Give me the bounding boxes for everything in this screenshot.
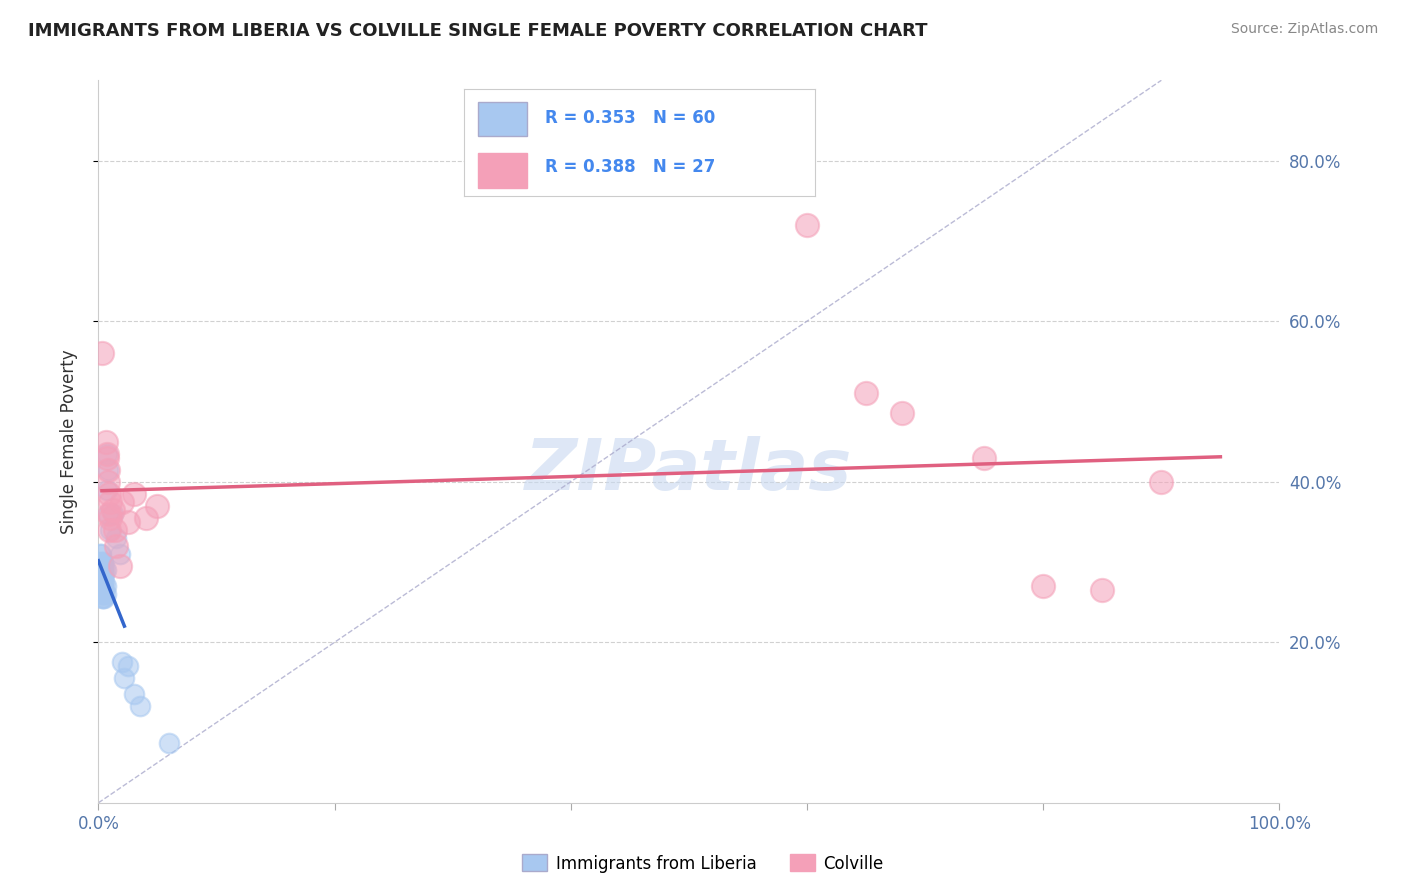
Point (91, 346, 114, 360)
Point (90, 574, 112, 589)
Point (97, 507, 120, 521)
Point (122, 687, 145, 701)
Point (94, 563, 117, 577)
Point (94, 434, 117, 449)
Point (89, 567, 111, 582)
Point (111, 494, 134, 508)
Y-axis label: Single Female Poverty: Single Female Poverty (59, 350, 77, 533)
Point (91, 587, 114, 601)
Point (91, 558, 114, 574)
Point (101, 507, 124, 521)
Point (97, 462, 120, 476)
Point (89, 579, 111, 593)
FancyBboxPatch shape (478, 153, 527, 187)
Point (91, 591, 114, 605)
Point (111, 655, 134, 669)
Point (1032, 579, 1054, 593)
Point (796, 218, 818, 232)
Point (98, 494, 121, 508)
Point (89, 547, 111, 561)
Point (105, 531, 128, 545)
Point (93, 567, 115, 582)
Point (87, 558, 110, 574)
Point (101, 502, 124, 516)
Point (90, 567, 112, 582)
Point (87, 583, 110, 598)
Point (128, 699, 150, 714)
Point (87, 574, 110, 589)
Point (91, 574, 114, 589)
Point (97, 475, 120, 489)
Point (91, 555, 114, 569)
Point (96, 446, 118, 460)
Point (89, 558, 111, 574)
Point (91, 571, 114, 585)
Point (98, 523, 121, 537)
Point (90, 547, 112, 561)
Point (104, 523, 127, 537)
Point (122, 486, 145, 500)
Point (96, 446, 118, 460)
Text: ZIPatlas: ZIPatlas (526, 436, 852, 505)
Point (117, 659, 139, 673)
Point (89, 571, 111, 585)
FancyBboxPatch shape (478, 102, 527, 136)
Point (91, 555, 114, 569)
Point (855, 386, 877, 401)
Point (91, 583, 114, 598)
Point (135, 510, 157, 524)
Point (91, 587, 114, 601)
Point (90, 558, 112, 574)
Point (117, 515, 139, 529)
Text: R = 0.353   N = 60: R = 0.353 N = 60 (546, 109, 716, 127)
Point (108, 558, 131, 574)
Point (93, 558, 115, 574)
Point (87, 567, 110, 582)
Point (105, 539, 128, 553)
Point (97, 462, 120, 476)
Point (90, 579, 112, 593)
Point (157, 735, 180, 749)
Point (94, 587, 117, 601)
Point (98, 523, 121, 537)
Point (93, 574, 115, 589)
Point (90, 583, 112, 598)
Point (973, 450, 995, 465)
Point (96, 450, 118, 465)
Text: IMMIGRANTS FROM LIBERIA VS COLVILLE SINGLE FEMALE POVERTY CORRELATION CHART: IMMIGRANTS FROM LIBERIA VS COLVILLE SING… (28, 22, 928, 40)
Point (98, 507, 121, 521)
Point (890, 406, 912, 420)
Point (1091, 583, 1114, 598)
Point (108, 547, 131, 561)
Point (91, 579, 114, 593)
Point (1150, 475, 1173, 489)
Point (98, 486, 121, 500)
Point (91, 563, 114, 577)
Point (87, 555, 110, 569)
Point (146, 499, 169, 513)
Point (93, 591, 115, 605)
Point (89, 563, 111, 577)
Point (89, 583, 111, 598)
Point (87, 571, 110, 585)
Point (91, 571, 114, 585)
Text: Source: ZipAtlas.com: Source: ZipAtlas.com (1230, 22, 1378, 37)
Point (91, 591, 114, 605)
Point (91, 563, 114, 577)
Point (89, 574, 111, 589)
Point (90, 563, 112, 577)
Point (98, 510, 121, 524)
Point (87, 563, 110, 577)
Legend: Immigrants from Liberia, Colville: Immigrants from Liberia, Colville (516, 847, 890, 880)
Point (94, 579, 117, 593)
Point (87, 579, 110, 593)
Point (90, 571, 112, 585)
Point (93, 583, 115, 598)
Text: R = 0.388   N = 27: R = 0.388 N = 27 (546, 159, 716, 177)
Point (112, 671, 135, 685)
Point (96, 483, 118, 497)
